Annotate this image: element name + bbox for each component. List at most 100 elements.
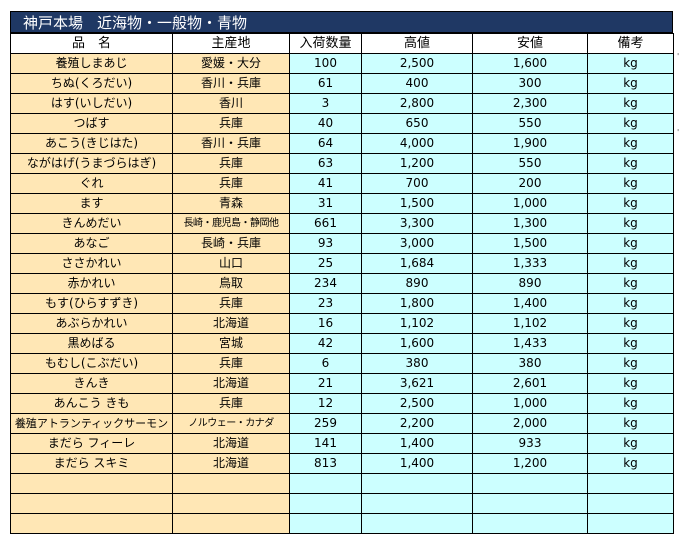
origin-cell: 兵庫 (172, 353, 290, 374)
low-price-cell: 1,200 (472, 453, 588, 474)
remarks-cell (587, 493, 674, 514)
high-price-cell: 700 (361, 173, 473, 194)
item-name-cell: 赤かれい (10, 273, 173, 294)
item-name-cell: ぐれ (10, 173, 173, 194)
table-row (10, 493, 674, 514)
table-row: はす(いしだい) 香川 3 2,800 2,300 kg (10, 93, 674, 114)
high-price-cell: 400 (361, 73, 473, 94)
header-item-name: 品 名 (10, 33, 173, 54)
low-price-cell (472, 513, 588, 534)
origin-cell: 北海道 (172, 433, 290, 454)
remarks-cell: kg (587, 73, 674, 94)
item-name-cell: もす(ひらすずき) (10, 293, 173, 314)
remarks-cell: kg (587, 373, 674, 394)
item-name-cell (10, 513, 173, 534)
high-price-cell: 1,200 (361, 153, 473, 174)
table-row: 赤かれい 鳥取 234 890 890 kg (10, 273, 674, 294)
table-row: あなご 長崎・兵庫 93 3,000 1,500 kg (10, 233, 674, 254)
remarks-cell: kg (587, 393, 674, 414)
table-row: つばす 兵庫 40 650 550 kg (10, 113, 674, 134)
low-price-cell: 1,433 (472, 333, 588, 354)
remarks-cell: kg (587, 333, 674, 354)
quantity-cell: 813 (289, 453, 362, 474)
quantity-cell (289, 473, 362, 494)
high-price-cell: 1,800 (361, 293, 473, 314)
table-row: きんき 北海道 21 3,621 2,601 kg (10, 373, 674, 394)
origin-cell: 兵庫 (172, 393, 290, 414)
quantity-cell: 6 (289, 353, 362, 374)
high-price-cell: 2,200 (361, 413, 473, 434)
item-name-cell: あぶらかれい (10, 313, 173, 334)
low-price-cell: 2,000 (472, 413, 588, 434)
item-name-cell: ちぬ(くろだい) (10, 73, 173, 94)
origin-cell: 長崎・兵庫 (172, 233, 290, 254)
table-row: ちぬ(くろだい) 香川・兵庫 61 400 300 kg (10, 73, 674, 94)
high-price-cell: 3,000 (361, 233, 473, 254)
remarks-cell: kg (587, 433, 674, 454)
remarks-cell: kg (587, 113, 674, 134)
stray-mark: ' (677, 52, 680, 61)
low-price-cell: 1,400 (472, 293, 588, 314)
low-price-cell: 1,900 (472, 133, 588, 154)
item-name-cell: つばす (10, 113, 173, 134)
low-price-cell: 550 (472, 153, 588, 174)
quantity-cell: 63 (289, 153, 362, 174)
header-high-price: 高値 (361, 33, 473, 54)
low-price-cell: 1,600 (472, 53, 588, 74)
item-name-cell (10, 473, 173, 494)
remarks-cell (587, 473, 674, 494)
table-row (10, 513, 674, 534)
high-price-cell: 1,400 (361, 433, 473, 454)
low-price-cell: 1,000 (472, 193, 588, 214)
item-name-cell: きんめだい (10, 213, 173, 234)
high-price-cell: 3,300 (361, 213, 473, 234)
table-row: ます 青森 31 1,500 1,000 kg (10, 193, 674, 214)
high-price-cell (361, 493, 473, 514)
table-row: あぶらかれい 北海道 16 1,102 1,102 kg (10, 313, 674, 334)
high-price-cell: 1,400 (361, 453, 473, 474)
remarks-cell: kg (587, 353, 674, 374)
price-table: 品 名 主産地 入荷数量 高値 安値 備考 養殖しまあじ 愛媛・大分 100 2,50… (10, 33, 674, 534)
stray-mark: ' (677, 128, 680, 137)
low-price-cell (472, 493, 588, 514)
table-row: ながはげ(うまづらはぎ) 兵庫 63 1,200 550 kg (10, 153, 674, 174)
high-price-cell: 380 (361, 353, 473, 374)
remarks-cell: kg (587, 213, 674, 234)
origin-cell: 香川・兵庫 (172, 133, 290, 154)
low-price-cell: 1,000 (472, 393, 588, 414)
origin-cell: 愛媛・大分 (172, 53, 290, 74)
item-name-cell: 養殖しまあじ (10, 53, 173, 74)
high-price-cell: 650 (361, 113, 473, 134)
quantity-cell: 31 (289, 193, 362, 214)
table-row: 養殖アトランティックサーモン ノルウェー・カナダ 259 2,200 2,000 kg (10, 413, 674, 434)
table-row: もす(ひらすずき) 兵庫 23 1,800 1,400 kg (10, 293, 674, 314)
item-name-cell: 黒めばる (10, 333, 173, 354)
origin-cell: 北海道 (172, 453, 290, 474)
high-price-cell: 1,102 (361, 313, 473, 334)
quantity-cell: 23 (289, 293, 362, 314)
category-name: 近海物・一般物・青物 (97, 14, 248, 32)
origin-cell: 兵庫 (172, 113, 290, 134)
table-row (10, 473, 674, 494)
high-price-cell (361, 513, 473, 534)
quantity-cell: 41 (289, 173, 362, 194)
remarks-cell: kg (587, 313, 674, 334)
low-price-cell: 300 (472, 73, 588, 94)
origin-cell: 北海道 (172, 313, 290, 334)
quantity-cell: 25 (289, 253, 362, 274)
quantity-cell: 141 (289, 433, 362, 454)
quantity-cell: 259 (289, 413, 362, 434)
price-sheet: 神戸本場 近海物・一般物・青物 品 名 主産地 入荷数量 高値 安値 備考 養殖し… (10, 11, 674, 534)
origin-cell: 兵庫 (172, 153, 290, 174)
remarks-cell: kg (587, 173, 674, 194)
origin-cell: 山口 (172, 253, 290, 274)
low-price-cell: 550 (472, 113, 588, 134)
remarks-cell: kg (587, 293, 674, 314)
remarks-cell: kg (587, 153, 674, 174)
low-price-cell: 200 (472, 173, 588, 194)
table-row: まだら フィーレ 北海道 141 1,400 933 kg (10, 433, 674, 454)
item-name-cell: 養殖アトランティックサーモン (10, 413, 173, 434)
origin-cell: 香川・兵庫 (172, 73, 290, 94)
high-price-cell: 2,800 (361, 93, 473, 114)
table-row: ぐれ 兵庫 41 700 200 kg (10, 173, 674, 194)
